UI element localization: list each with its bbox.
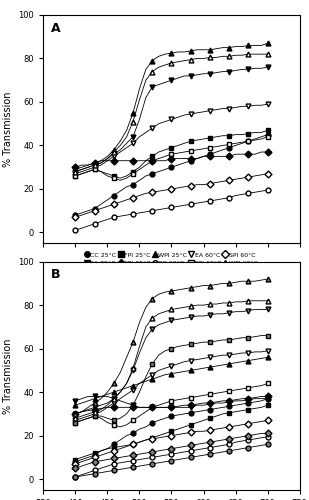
Text: B: B [51, 268, 61, 281]
Y-axis label: % Transmission: % Transmission [3, 338, 13, 413]
Legend: CC 25°C, EA 25°C, FPI 25°C, SPI 25°C, WPI 25°C, CC 60°C, EA 60°C, FPI 60°C, SPI : CC 25°C, EA 25°C, FPI 25°C, SPI 25°C, WP… [84, 251, 259, 268]
Text: A: A [51, 22, 61, 35]
Y-axis label: % Transmission: % Transmission [3, 92, 13, 167]
